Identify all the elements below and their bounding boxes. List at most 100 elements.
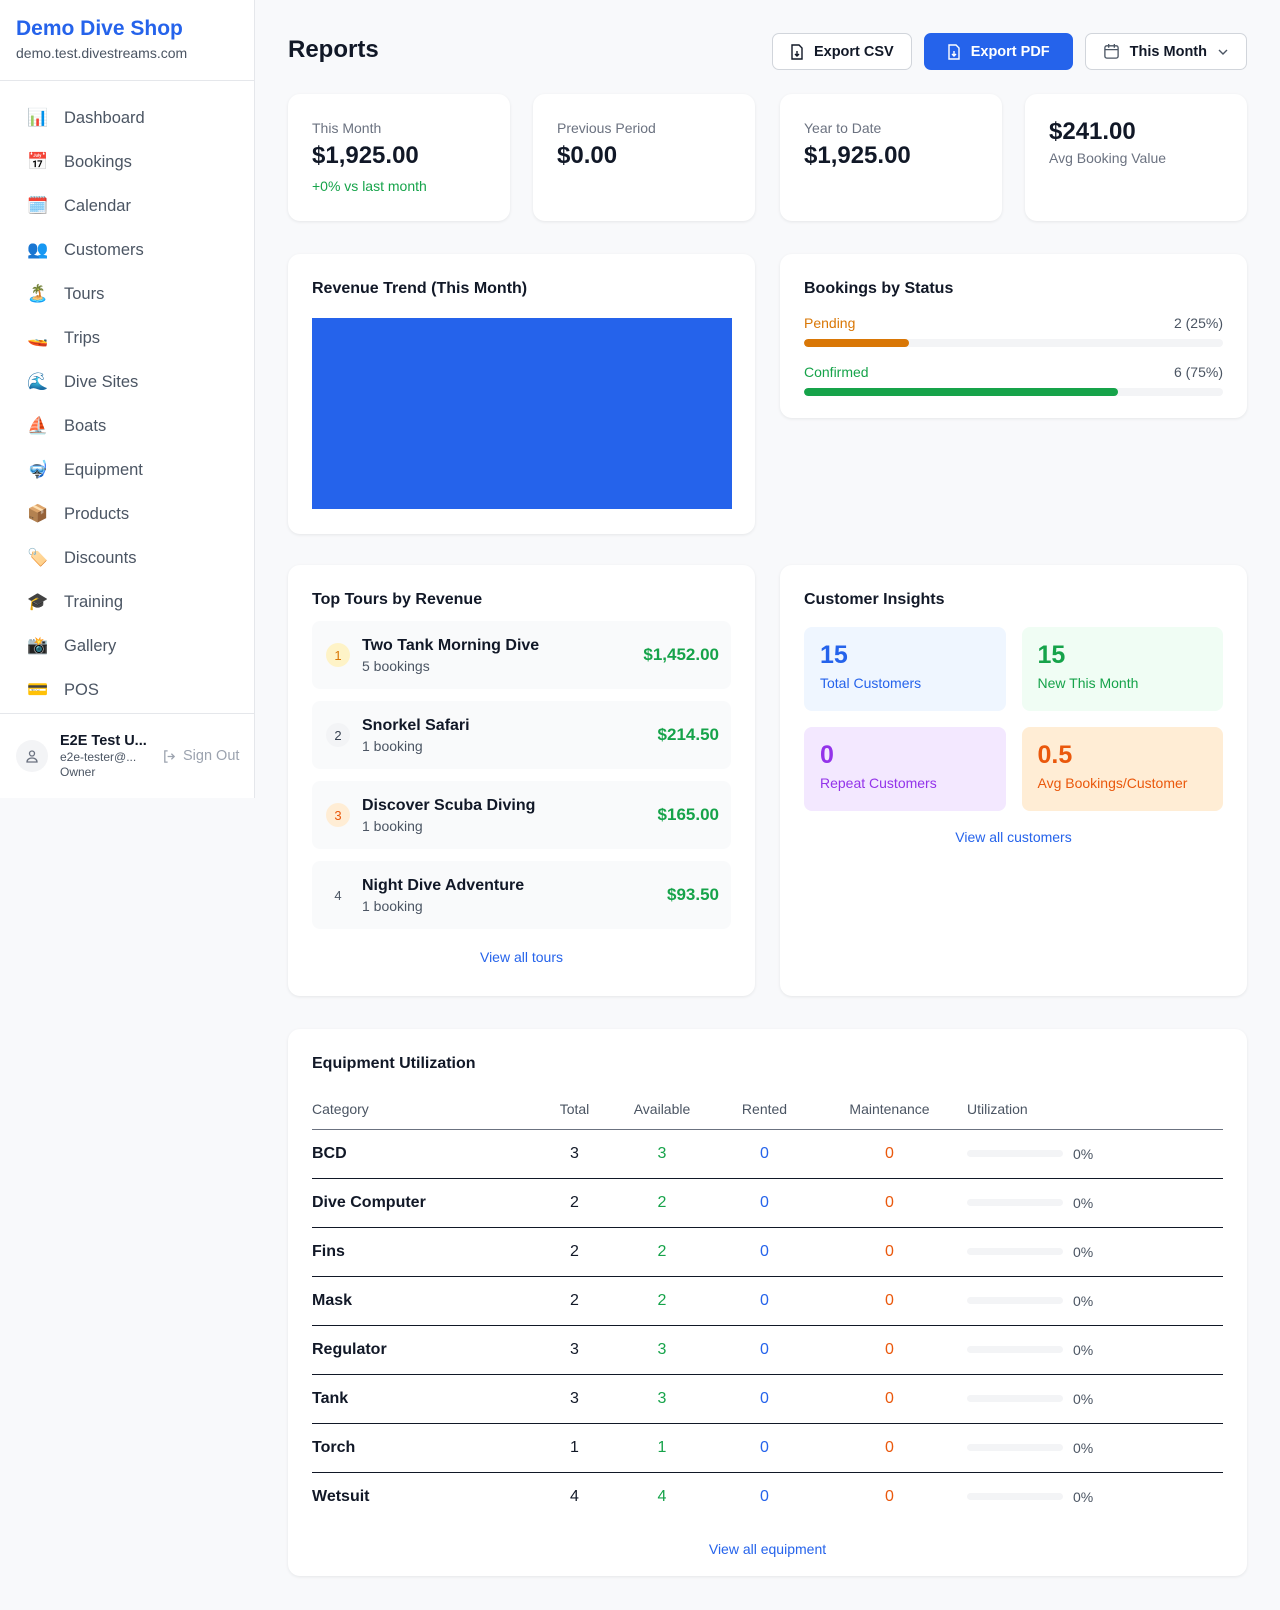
stat-label: Avg Booking Value — [1049, 150, 1167, 166]
sidebar-item-label: Dashboard — [64, 108, 145, 127]
cell-total: 2 — [542, 1276, 607, 1326]
calendar-icon — [1103, 43, 1119, 59]
sidebar-item-gallery[interactable]: 📸 Gallery — [0, 624, 254, 668]
period-label: This Month — [1129, 43, 1207, 60]
sidebar-item-calendar[interactable]: 🗓️ Calendar — [0, 184, 254, 228]
sidebar-item-label: Bookings — [64, 152, 132, 171]
utilization-bar — [967, 1150, 1063, 1157]
cell-total: 3 — [542, 1374, 607, 1424]
insight-value: 0.5 — [1037, 741, 1073, 769]
view-all-customers-link[interactable]: View all customers — [955, 829, 1072, 845]
status-progress-fill — [804, 388, 1119, 396]
revenue-trend-title: Revenue Trend (This Month) — [312, 280, 528, 297]
table-row: Mask 2 2 0 0 0% — [312, 1276, 1223, 1326]
tour-list-item[interactable]: 3 Discover Scuba Diving 1 booking $165.00 — [312, 781, 731, 849]
insight-label: Avg Bookings/Customer — [1037, 775, 1188, 791]
header-actions: Export CSV Export PDF This Month — [771, 33, 1247, 70]
sidebar-item-products[interactable]: 📦 Products — [0, 492, 254, 536]
user-avatar-icon — [16, 740, 48, 772]
sign-out-button[interactable]: Sign Out — [162, 748, 239, 764]
column-header: Utilization — [967, 1089, 1223, 1130]
tour-rank-badge: 2 — [326, 723, 350, 747]
stat-label: This Month — [312, 120, 382, 136]
cell-maintenance: 0 — [812, 1129, 967, 1179]
tour-bookings: 1 booking — [362, 817, 423, 834]
sidebar-item-equipment[interactable]: 🤿 Equipment — [0, 448, 254, 492]
sidebar-item-discounts[interactable]: 🏷️ Discounts — [0, 536, 254, 580]
column-header: Available — [607, 1089, 717, 1130]
revenue-bar — [312, 318, 732, 509]
sidebar-item-bookings[interactable]: 📅 Bookings — [0, 140, 254, 184]
cell-utilization: 0% — [1073, 1292, 1094, 1309]
sidebar-item-customers[interactable]: 👥 Customers — [0, 228, 254, 272]
cell-category: Mask — [312, 1276, 542, 1326]
stat-value: $0.00 — [557, 142, 618, 169]
equipment-card: Equipment Utilization Category Total Avail… — [288, 1029, 1247, 1576]
sidebar-item-trips[interactable]: 🚤 Trips — [0, 316, 254, 360]
cell-rented: 0 — [717, 1423, 812, 1473]
insight-label: Repeat Customers — [820, 775, 937, 791]
utilization-bar — [967, 1346, 1063, 1353]
status-label: Confirmed — [804, 364, 869, 380]
sidebar-item-pos[interactable]: 💳 POS — [0, 668, 254, 712]
insight-value: 15 — [1037, 641, 1066, 669]
period-select[interactable]: This Month — [1084, 33, 1247, 70]
cell-total: 3 — [542, 1129, 607, 1179]
sidebar: Demo Dive Shop demo.test.divestreams.com… — [0, 0, 255, 798]
utilization-bar — [967, 1248, 1063, 1255]
status-count: 6 (75%) — [1173, 364, 1223, 380]
sidebar-item-dashboard[interactable]: 📊 Dashboard — [0, 96, 254, 140]
sidebar-item-training[interactable]: 🎓 Training — [0, 580, 254, 624]
sidebar-item-label: POS — [64, 680, 99, 699]
cell-total: 1 — [542, 1423, 607, 1473]
cell-available: 3 — [607, 1374, 717, 1424]
cell-total: 2 — [542, 1178, 607, 1228]
cell-rented: 0 — [717, 1129, 812, 1179]
insight-value: 15 — [820, 641, 848, 669]
cell-utilization: 0% — [1073, 1341, 1094, 1358]
insight-tile: 0.5 Avg Bookings/Customer — [1021, 727, 1223, 811]
stat-value: $241.00 — [1049, 118, 1136, 145]
insight-label: New This Month — [1037, 675, 1139, 691]
cell-category: BCD — [312, 1129, 542, 1179]
stat-label: Year to Date — [804, 120, 882, 136]
column-header: Total — [542, 1089, 607, 1130]
cell-available: 4 — [657, 1487, 667, 1505]
bookings-icon: 📅 — [27, 152, 49, 171]
cell-rented: 0 — [760, 1487, 769, 1505]
cell-maintenance: 0 — [812, 1276, 967, 1326]
cell-available: 2 — [607, 1227, 717, 1277]
export-csv-button[interactable]: Export CSV — [771, 33, 912, 70]
table-row: Fins 2 2 0 0 0% — [312, 1227, 1223, 1277]
cell-available: 3 — [607, 1129, 717, 1179]
tour-list-item[interactable]: 4 Night Dive Adventure 1 booking $93.50 — [312, 861, 731, 929]
tour-bookings: 5 bookings — [362, 657, 430, 674]
export-pdf-button[interactable]: Export PDF — [923, 33, 1073, 70]
view-all-tours-link[interactable]: View all tours — [479, 949, 563, 965]
sidebar-item-tours[interactable]: 🏝️ Tours — [0, 272, 254, 316]
cell-utilization: 0% — [1073, 1390, 1094, 1407]
sidebar-item-label: Products — [64, 504, 130, 523]
sidebar-item-dive-sites[interactable]: 🌊 Dive Sites — [0, 360, 254, 404]
column-header: Maintenance — [812, 1089, 967, 1130]
cell-maintenance: 0 — [812, 1178, 967, 1228]
insight-value: 0 — [820, 741, 834, 769]
status-progress-fill — [804, 339, 909, 347]
stat-card: Year to Date $1,925.00 — [780, 94, 1002, 221]
cell-utilization: 0% — [1073, 1243, 1094, 1260]
cell-utilization: 0% — [1073, 1488, 1094, 1505]
sidebar-item-label: Calendar — [64, 196, 131, 215]
cell-category: Dive Computer — [312, 1178, 542, 1228]
tour-list-item[interactable]: 2 Snorkel Safari 1 booking $214.50 — [312, 701, 731, 769]
tour-name: Night Dive Adventure — [362, 876, 525, 894]
sidebar-item-label: Customers — [64, 240, 144, 259]
tour-list-item[interactable]: 1 Two Tank Morning Dive 5 bookings $1,452.0… — [312, 621, 731, 689]
user-role: Owner — [60, 765, 96, 779]
cell-rented: 0 — [717, 1325, 812, 1375]
sidebar-item-label: Equipment — [64, 460, 143, 479]
cell-rented: 0 — [717, 1178, 812, 1228]
revenue-trend-card: Revenue Trend (This Month) — [288, 254, 755, 534]
view-all-equipment-link[interactable]: View all equipment — [708, 1541, 827, 1557]
sidebar-item-boats[interactable]: ⛵ Boats — [0, 404, 254, 448]
shop-name[interactable]: Demo Dive Shop — [16, 17, 183, 40]
